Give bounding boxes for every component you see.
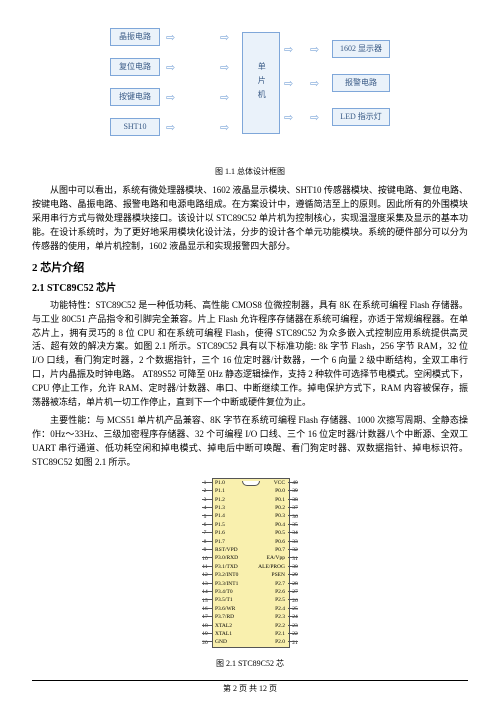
arrow-icon: ⇨ <box>310 110 319 127</box>
arrow-icon: ⇨ <box>284 76 293 93</box>
chip-caption: 图 2.1 STC89C52 芯 <box>32 658 468 670</box>
chip-left-labels: P1.0P1.1P1.2P1.3P1.4P1.5P1.6P1.7RST/VPDP… <box>213 479 245 647</box>
diagram-caption: 图 1.1 总体设计框图 <box>32 166 468 178</box>
page-footer: 第 2 页 共 12 页 <box>32 680 468 695</box>
arrow-icon: ⇨ <box>220 90 229 107</box>
arrow-icon: ⇨ <box>166 120 175 137</box>
box-lcd: 1602 显示器 <box>332 40 390 58</box>
arrow-icon: ⇨ <box>284 110 293 127</box>
box-reset: 复位电路 <box>110 58 160 76</box>
arrow-icon: ⇨ <box>166 30 175 47</box>
block-diagram: 晶振电路 复位电路 按键电路 SHT10 单片机 1602 显示器 报警电路 L… <box>110 20 390 160</box>
page: 晶振电路 复位电路 按键电路 SHT10 单片机 1602 显示器 报警电路 L… <box>0 0 500 708</box>
box-osc: 晶振电路 <box>110 28 160 46</box>
chip-right-labels: VCCP0.0P0.1P0.2P0.3P0.4P0.5P0.6P0.7EA/Vp… <box>255 479 287 647</box>
arrow-icon: ⇨ <box>166 90 175 107</box>
arrow-icon: ⇨ <box>166 60 175 77</box>
heading-2: 2 芯片介绍 <box>32 260 468 277</box>
chip-diagram: P1.0P1.1P1.2P1.3P1.4P1.5P1.6P1.7RST/VPDP… <box>180 476 320 656</box>
box-led: LED 指示灯 <box>332 108 390 126</box>
box-alarm: 报警电路 <box>332 74 390 92</box>
box-mcu: 单片机 <box>242 32 280 134</box>
paragraph-1: 从图中可以看出，系统有微处理器模块、1602 液晶显示模块、SHT10 传感器模… <box>32 184 468 254</box>
chip-left-nums: 1234567891011121314151617181920 <box>200 479 210 647</box>
arrow-icon: ⇨ <box>310 42 319 59</box>
paragraph-3: 主要性能：与 MCS51 单片机产品兼容、8K 字节在系统可编程 Flash 存… <box>32 414 468 470</box>
box-key: 按键电路 <box>110 88 160 106</box>
chip-right-nums: 4039383736353433323130292827262524232221 <box>290 479 300 647</box>
heading-2-1: 2.1 STC89C52 芯片 <box>32 281 468 297</box>
arrow-icon: ⇨ <box>220 60 229 77</box>
box-sht10: SHT10 <box>110 118 160 136</box>
arrow-icon: ⇨ <box>310 76 319 93</box>
arrow-icon: ⇨ <box>284 42 293 59</box>
arrow-icon: ⇨ <box>220 120 229 137</box>
arrow-icon: ⇨ <box>220 30 229 47</box>
paragraph-2: 功能特性：STC89C52 是一种低功耗、高性能 CMOS8 位微控制器，具有 … <box>32 299 468 411</box>
